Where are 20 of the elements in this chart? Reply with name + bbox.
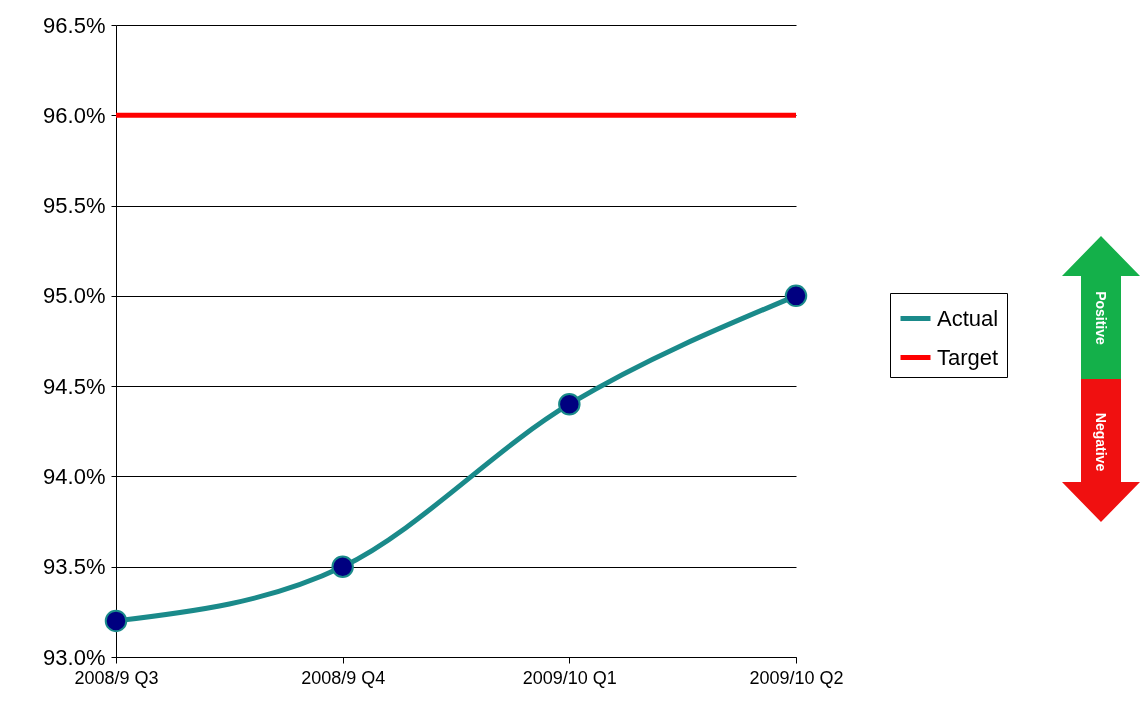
y-tick-label: 93.0% xyxy=(43,644,106,670)
point xyxy=(558,392,581,416)
y-tick-label: 95.5% xyxy=(43,193,106,219)
y-tick-label: 96.0% xyxy=(43,102,106,128)
text: Positive xyxy=(1093,291,1109,346)
point xyxy=(331,555,354,578)
text: Negative xyxy=(1093,412,1109,472)
y-tick-label: 95.0% xyxy=(43,283,106,309)
legend-label: Target xyxy=(937,344,999,370)
y-tick-label: 96.5% xyxy=(43,12,106,38)
point xyxy=(784,284,808,308)
x-tick-label: 2008/9 Q3 xyxy=(74,667,159,688)
point xyxy=(104,609,128,633)
x-tick-label: 2009/10 Q2 xyxy=(749,667,844,688)
x-tick-label: 2009/10 Q1 xyxy=(522,667,617,688)
legend-label: Actual xyxy=(937,305,999,331)
x-tick-label: 2008/9 Q4 xyxy=(301,667,386,688)
y-tick-label: 94.0% xyxy=(43,463,106,489)
y-tick-label: 93.5% xyxy=(43,554,106,580)
y-tick-label: 94.5% xyxy=(43,373,106,399)
